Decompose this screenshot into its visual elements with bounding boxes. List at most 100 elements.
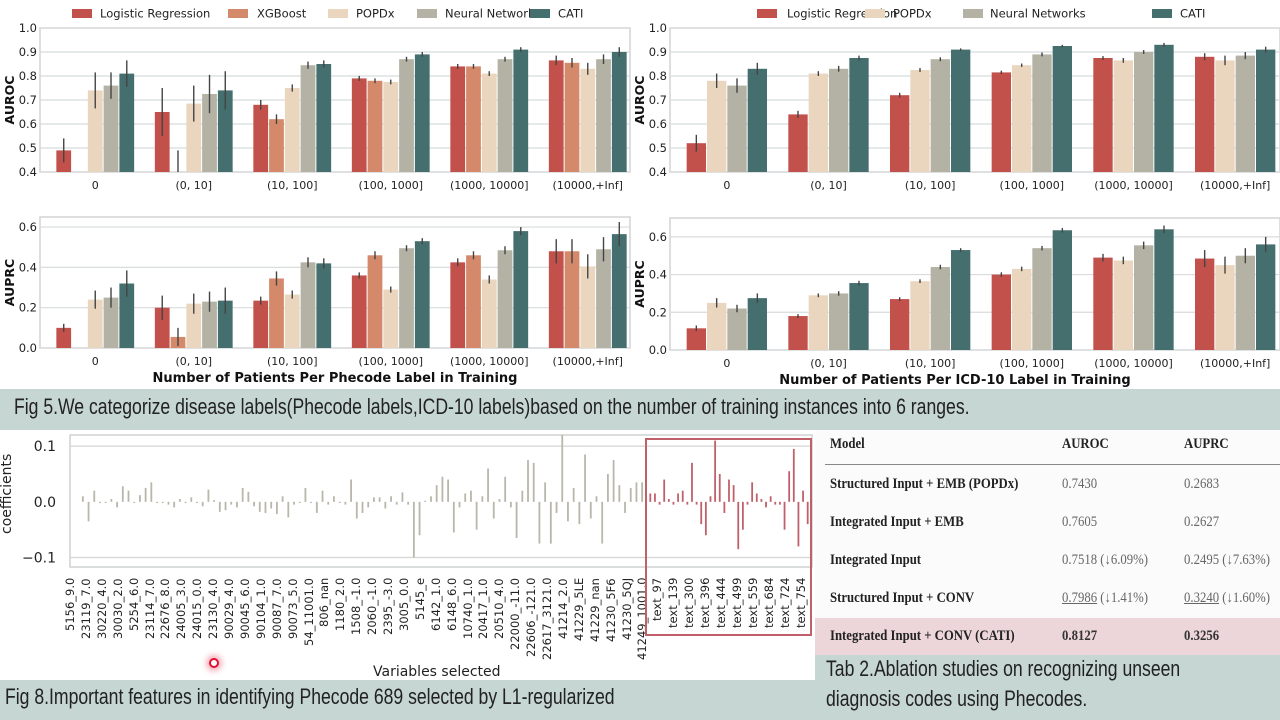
bar-popdx	[1215, 265, 1235, 350]
coefficient-bar	[481, 496, 484, 502]
bar-cati	[217, 90, 233, 172]
coefficient-bar	[361, 501, 364, 513]
auroc-value: 0.7518	[1062, 552, 1098, 568]
text-coefficient-bar	[649, 493, 652, 502]
fig8-xlabel: Variables selected	[373, 664, 501, 680]
x-tick-label: (0, 10]	[175, 179, 212, 192]
text-coefficient-bar	[788, 471, 791, 502]
table-caption-line2: diagnosis codes using Phecodes.	[826, 686, 1088, 711]
coefficient-bar	[333, 496, 335, 502]
bar-neural-networks	[727, 85, 747, 172]
y-tick-label: 1.0	[649, 21, 667, 35]
x-tick-label: 0	[723, 179, 730, 192]
bar-neural-networks	[497, 250, 513, 348]
coefficient-bar	[595, 496, 598, 502]
y-tick-label: 0.2	[19, 301, 37, 315]
coefficient-bar	[515, 501, 518, 539]
text-coefficient-bar	[765, 501, 767, 508]
bar-neural-networks	[300, 262, 316, 348]
variable-label: 10740_1.0	[460, 578, 475, 639]
coefficient-bar	[532, 462, 535, 502]
bar-cati	[951, 250, 971, 350]
coefficient-bar	[492, 501, 495, 519]
bar-cati	[1154, 229, 1174, 350]
coefficient-bar	[287, 501, 290, 518]
coefficient-bar	[315, 501, 318, 513]
bar-logistic-regression	[1093, 257, 1113, 350]
text-coefficient-bar	[746, 501, 749, 505]
auroc-cell: 0.7430	[1062, 476, 1097, 493]
bar-cati	[1052, 230, 1072, 350]
coefficient-bar	[509, 501, 512, 508]
text-coefficient-bar	[760, 499, 763, 502]
bar-popdx	[707, 302, 727, 350]
coefficient-bar	[184, 501, 187, 504]
auroc-cell: 0.7986 (↓1.41%)	[1062, 590, 1148, 607]
auroc-cell: 0.7605	[1062, 514, 1097, 531]
bar-cati	[951, 49, 971, 172]
variable-label: 806_nan	[317, 578, 332, 628]
x-axis-label: Number of Patients Per ICD-10 Label in T…	[779, 373, 1130, 388]
bar-cati	[119, 283, 135, 348]
x-tick-label: (1000, 10000]	[1094, 357, 1173, 370]
y-tick-label: 0.4	[649, 165, 667, 179]
text-coefficient-bar	[732, 485, 735, 502]
coefficient-bar	[412, 501, 415, 558]
x-axis-label: Number of Patients Per Phecode Label in …	[153, 371, 518, 386]
bar-popdx	[186, 103, 202, 172]
coefficient-bar	[224, 501, 227, 511]
y-tick-label: 0.6	[649, 117, 667, 131]
fig8-caption: Fig 8.Important features in identifying …	[5, 684, 615, 709]
variable-label: 1508_-1.0	[349, 578, 364, 636]
variable-label: 1180_2.0	[333, 578, 348, 632]
model-name: Integrated Input + EMB	[830, 514, 964, 530]
variable-label: 90029_4.0	[222, 578, 236, 639]
bar-cati	[747, 68, 767, 172]
variable-label: 41214_2.0	[555, 578, 570, 639]
bar-logistic-regression	[253, 104, 269, 172]
auprc-cell: 0.2627	[1184, 514, 1219, 531]
coefficient-bar	[207, 489, 210, 502]
bar-popdx	[284, 88, 300, 172]
text-coefficient-bar	[677, 493, 679, 502]
text-coefficient-bar	[709, 496, 712, 502]
coefficient-bar	[544, 482, 547, 502]
coefficient-bar	[641, 482, 644, 502]
coefficient-bar	[430, 496, 432, 502]
text-coefficient-bar	[774, 501, 777, 505]
bar-cati	[1154, 44, 1174, 172]
variable-label: 54_11001.0	[301, 578, 316, 646]
coefficient-bar	[378, 497, 381, 502]
coefficient-bar	[321, 490, 324, 502]
coefficient-bar	[601, 501, 604, 544]
legend-swatch	[757, 9, 777, 18]
table-header-auprc: AUPRC	[1184, 436, 1229, 452]
x-tick-label: (10000,+Inf]	[553, 179, 623, 192]
table-row: Integrated Input + EMB 0.7605 0.2627	[815, 504, 1280, 542]
auroc-value: 0.8127	[1062, 628, 1098, 644]
coefficient-bar	[161, 501, 164, 504]
y-tick-label: 0.4	[649, 268, 667, 282]
bar-logistic-regression	[788, 316, 808, 350]
auprc-value: 0.3256	[1184, 628, 1220, 644]
coefficient-bar	[275, 501, 278, 515]
legend-label: CATI	[558, 7, 583, 21]
model-name: Integrated Input	[830, 552, 922, 568]
coefficient-bar	[578, 501, 581, 525]
auroc-delta: (↓6.09%)	[1097, 552, 1149, 568]
bar-xgboost	[367, 255, 383, 348]
coefficient-bar	[247, 491, 250, 502]
legend-label: POPDx	[893, 7, 932, 21]
coefficient-bar	[418, 501, 421, 536]
table-row: Structured Input + CONV 0.7986 (↓1.41%) 0.…	[815, 580, 1280, 618]
bar-cati	[611, 52, 627, 172]
coefficient-bar	[133, 501, 136, 504]
variable-label: 3005_0.0	[396, 578, 411, 632]
coefficient-bar	[441, 476, 444, 502]
bar-logistic-regression	[548, 60, 564, 172]
y-tick-label: 0.2	[649, 305, 667, 319]
coefficient-bar	[150, 482, 153, 502]
coefficient-bar	[116, 501, 118, 508]
variable-label: 22676_8.0	[158, 578, 173, 639]
variable-label: 41230_5F6	[603, 578, 618, 642]
